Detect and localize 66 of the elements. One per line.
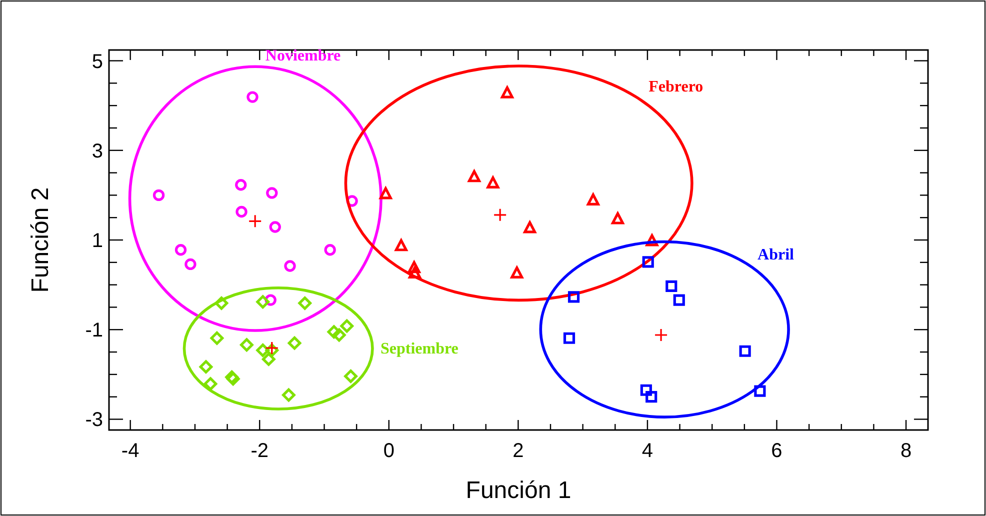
y-tick-label: 3 (92, 140, 103, 162)
x-axis-title: Función 1 (466, 477, 572, 504)
point (408, 261, 420, 274)
point (269, 221, 281, 233)
point (204, 377, 218, 391)
point (284, 260, 296, 272)
point (563, 332, 576, 344)
x-tick-label: -2 (250, 440, 269, 462)
point (673, 294, 685, 306)
point (214, 296, 228, 310)
point (174, 244, 187, 256)
x-tick-label: 0 (383, 440, 394, 462)
point (199, 360, 213, 374)
point (524, 221, 536, 234)
text: Febrero (648, 78, 704, 96)
point (210, 331, 224, 345)
point (340, 319, 354, 333)
point (379, 187, 392, 200)
point (298, 296, 312, 310)
point (568, 291, 580, 303)
point (248, 214, 262, 228)
point (246, 91, 258, 103)
point (611, 212, 624, 224)
x-tick-label: -4 (121, 440, 140, 462)
point (754, 385, 766, 397)
point (266, 187, 278, 199)
point (235, 179, 247, 191)
point (265, 341, 279, 355)
point (344, 370, 358, 383)
point (642, 256, 654, 268)
point (510, 266, 524, 279)
x-tick-label: 4 (642, 440, 654, 462)
point (486, 176, 500, 188)
series-label: Septiembre (380, 340, 458, 358)
point (646, 391, 658, 403)
point (739, 345, 751, 357)
point (256, 295, 270, 309)
point (500, 86, 514, 98)
point (240, 338, 254, 352)
y-axis-title: Función 2 (27, 187, 54, 293)
y-tick-label: -1 (85, 320, 103, 342)
x-tick-label: 6 (771, 440, 782, 462)
point (666, 280, 678, 292)
y-tick-label: 1 (92, 230, 103, 252)
point (332, 328, 346, 342)
point (324, 244, 336, 256)
point (654, 328, 668, 342)
x-tick-label: 2 (512, 440, 524, 462)
point (256, 344, 270, 357)
point (468, 170, 480, 182)
point (236, 206, 248, 218)
series-label: Noviembre (265, 48, 341, 65)
point (288, 336, 302, 350)
point (640, 384, 652, 396)
point (152, 189, 165, 202)
text: Abril (758, 246, 795, 264)
point (493, 208, 507, 222)
y-tick-label: -3 (85, 409, 103, 432)
point (282, 388, 296, 402)
y-tick-label: 5 (92, 50, 103, 73)
point (262, 352, 276, 366)
x-tick-label: 8 (900, 440, 912, 462)
point (184, 258, 196, 270)
point (327, 325, 341, 339)
point (586, 193, 600, 206)
point (394, 239, 408, 252)
